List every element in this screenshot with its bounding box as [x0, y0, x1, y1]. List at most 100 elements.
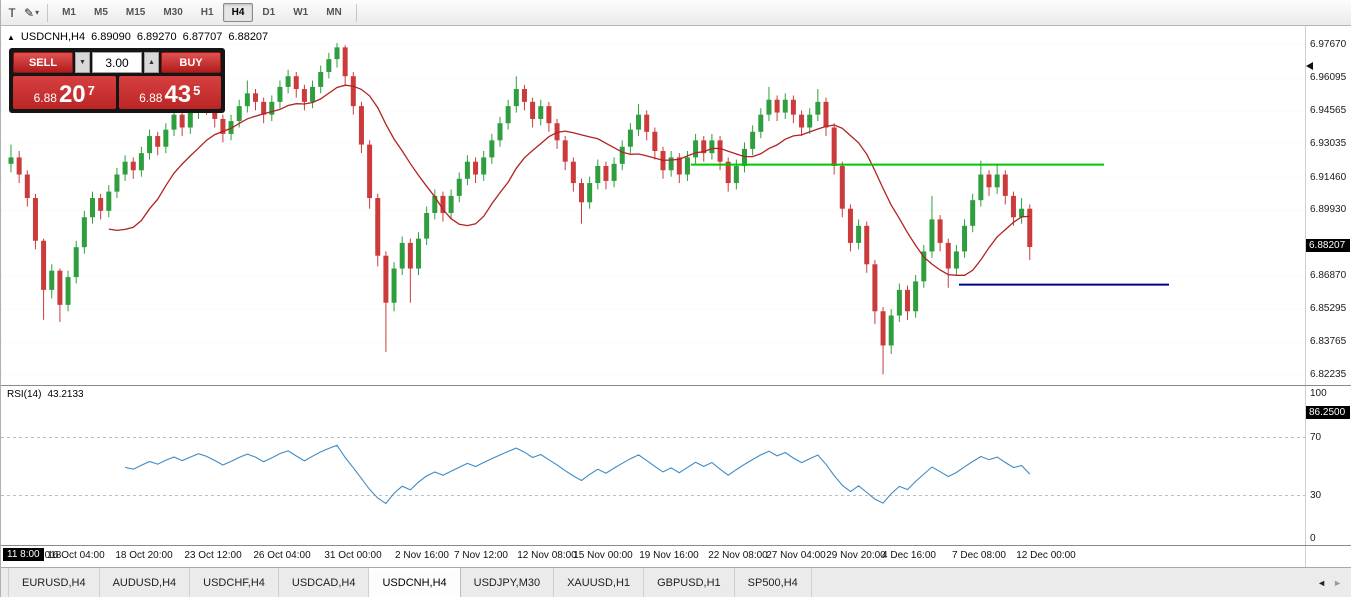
buy-price-pips: 43	[164, 81, 192, 108]
tab-usdcad-h4[interactable]: USDCAD,H4	[278, 568, 370, 597]
candle	[424, 212, 430, 239]
candle	[456, 178, 462, 196]
candle	[513, 89, 519, 107]
candle	[905, 289, 910, 312]
tf-button-h4[interactable]: H4	[222, 3, 254, 22]
tab-xauusd-h1[interactable]: XAUUSD,H1	[554, 568, 645, 597]
buy-button[interactable]: BUY	[161, 52, 221, 73]
candle	[155, 136, 161, 147]
volume-decrease-button[interactable]: ▼	[75, 52, 90, 73]
candle	[986, 174, 992, 188]
tf-button-m5[interactable]: M5	[93, 7, 108, 18]
tab-gbpusd-h1[interactable]: GBPUSD,H1	[644, 568, 735, 597]
candle	[521, 89, 527, 102]
time-axis-label: 15 Nov 00:00	[573, 550, 633, 561]
time-axis-label: 12 Dec 00:00	[1016, 550, 1076, 561]
tf-button-m30[interactable]: M30	[163, 7, 183, 18]
candle	[277, 86, 283, 102]
tab-sp500-h4[interactable]: SP500,H4	[734, 568, 812, 597]
main-chart-area[interactable]: ▲ USDCNH,H4 6.89090 6.89270 6.87707 6.88…	[1, 26, 1351, 385]
buy-price-display[interactable]: 6.88 43 5	[118, 76, 221, 109]
tf-button-d1[interactable]: D1	[262, 7, 276, 18]
price-axis[interactable]: 6.97670 6.96095 6.94565 6.93035 6.91460 6.899…	[1305, 26, 1351, 385]
candle	[114, 174, 120, 192]
tf-button-w1[interactable]: W1	[293, 7, 309, 18]
rsi-chart	[1, 437, 1306, 505]
candle	[383, 255, 389, 303]
tf-button-m1[interactable]: M1	[62, 7, 76, 18]
time-axis-label: 31 Oct 00:00	[324, 550, 382, 561]
sell-price-point: 7	[87, 83, 95, 98]
time-axis-label: 27 Nov 04:00	[766, 550, 826, 561]
rsi-panel[interactable]: RSI(14) 43.2133 100 70 30 0 86.2500	[1, 385, 1351, 545]
candle	[603, 165, 609, 181]
rsi-axis[interactable]: 100 70 30 0 86.2500	[1305, 386, 1351, 545]
rsi-axis-label: 30	[1310, 489, 1322, 501]
chart-symbol-label: USDCNH,H4	[20, 31, 86, 43]
sell-button[interactable]: SELL	[13, 52, 73, 73]
toolbar: T ✎ ▾ M1 M5 M15 M30 H1 H4 D1 W1 MN	[1, 0, 1351, 26]
time-axis-label: 29 Nov 20:00	[826, 550, 886, 561]
tab-eurusd-h4[interactable]: EURUSD,H4	[9, 568, 100, 597]
candle	[733, 165, 739, 184]
price-axis-label: 6.86870	[1310, 269, 1347, 281]
candle	[750, 131, 756, 149]
tab-usdjpy-m30[interactable]: USDJPY,M30	[460, 568, 555, 597]
volume-increase-button[interactable]: ▲	[144, 52, 159, 73]
candle	[864, 225, 870, 265]
candle	[921, 251, 927, 282]
tab-usdchf-h4[interactable]: USDCHF,H4	[190, 568, 279, 597]
time-axis-label: 12 Nov 08:00	[517, 550, 577, 561]
draw-tool-button[interactable]: ✎ ▾	[21, 3, 42, 23]
candle	[32, 198, 38, 241]
candle	[8, 157, 14, 164]
tab-audusd-h4[interactable]: AUDUSD,H4	[99, 568, 191, 597]
tab-scroll-left-icon[interactable]: ◄	[1317, 577, 1327, 588]
candle	[937, 219, 943, 243]
candle	[57, 270, 63, 305]
tab-scroll-right-icon[interactable]: ►	[1333, 577, 1342, 588]
time-axis-label: 23 Oct 12:00	[184, 550, 242, 561]
volume-input[interactable]: 3.00	[92, 52, 142, 73]
tf-button-h1[interactable]: H1	[200, 7, 214, 18]
candle	[269, 101, 275, 115]
candle	[953, 251, 959, 269]
candle	[24, 174, 30, 199]
tab-usdcnh-h4[interactable]: USDCNH,H4	[369, 568, 461, 597]
tf-button-mn[interactable]: MN	[326, 7, 342, 18]
candle	[823, 101, 829, 128]
candle	[627, 129, 633, 147]
candle	[1010, 195, 1016, 218]
price-axis-label: 6.96095	[1310, 72, 1347, 84]
timeframe-button-group: M1 M5 M15 M30 H1 H4 D1 W1 MN	[53, 3, 351, 22]
ohlc-open: 6.89090	[91, 31, 131, 43]
rsi-header: RSI(14) 43.2133	[7, 389, 84, 400]
candle	[725, 161, 731, 184]
text-tool-button[interactable]: T	[8, 5, 16, 20]
time-axis-label: 22 Nov 08:00	[708, 550, 768, 561]
moving-average-line	[108, 84, 1030, 276]
candle	[187, 112, 193, 128]
candle	[228, 121, 234, 134]
tf-button-m15[interactable]: M15	[125, 7, 146, 18]
time-axis-label: 7 Nov 12:00	[454, 550, 508, 561]
candle	[310, 86, 316, 102]
time-highlight-badge: 11 8:00	[3, 548, 44, 561]
ohlc-low: 6.87707	[182, 31, 223, 43]
sell-price-display[interactable]: 6.88 20 7	[13, 76, 116, 109]
toolbar-separator	[355, 3, 357, 22]
candle	[416, 238, 421, 269]
candle	[790, 99, 796, 115]
candle	[929, 219, 935, 252]
candle	[318, 71, 324, 87]
chart-tabs-bar: EURUSD,H4 AUDUSD,H4 USDCHF,H4 USDCAD,H4 USDC…	[1, 567, 1351, 597]
candle	[619, 146, 625, 164]
pencil-icon: ✎	[24, 5, 35, 20]
candle	[839, 165, 845, 209]
candle	[399, 242, 405, 269]
candle	[440, 195, 446, 213]
time-axis[interactable]: 11 8:00 018 16 Oct 04:00 18 Oct 20:00 23 Oct…	[1, 545, 1351, 567]
current-price-badge: 6.88207	[1306, 239, 1350, 253]
candle	[106, 191, 112, 211]
